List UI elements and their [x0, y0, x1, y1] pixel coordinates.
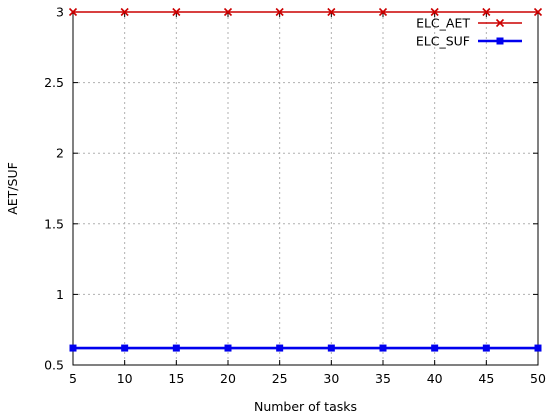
data-point [482, 344, 490, 352]
y-tick-label: 2.5 [44, 75, 64, 90]
data-point [121, 344, 129, 352]
x-axis-label: Number of tasks [254, 399, 357, 414]
data-point [223, 7, 233, 17]
legend-label: ELC_AET [416, 16, 470, 31]
data-point [533, 7, 543, 17]
y-tick-label: 1.5 [44, 216, 64, 231]
legend-item: ELC_SUF [416, 34, 522, 49]
marker-stroke [327, 7, 336, 17]
marker-stroke [120, 7, 129, 17]
data-point [378, 7, 388, 17]
y-tick-label: 0.5 [44, 358, 64, 373]
y-axis-label: AET/SUF [5, 162, 20, 215]
marker-stroke [172, 7, 181, 17]
legend: ELC_AET ELC_SUF [416, 16, 522, 49]
y-tick-label: 2 [56, 146, 64, 161]
axis-ticks: 5 10 15 20 25 30 35 40 45 50 0.5 1 1.5 2 2.5 3 [44, 5, 546, 387]
marker-stroke [495, 18, 505, 28]
data-point [69, 344, 77, 352]
data-point [224, 344, 232, 352]
series-group [68, 7, 543, 352]
series-elc-aet [68, 7, 543, 17]
legend-marker [495, 18, 505, 28]
y-tick-label: 3 [56, 5, 64, 20]
x-tick-label: 40 [427, 371, 443, 386]
y-tick-label: 1 [56, 287, 64, 302]
data-point [482, 7, 491, 17]
data-point [379, 344, 387, 352]
x-tick-label: 30 [323, 371, 339, 386]
marker-stroke [275, 7, 284, 17]
x-tick-label: 20 [220, 371, 236, 386]
data-point [327, 7, 336, 17]
marker-stroke [378, 7, 388, 17]
legend-marker [496, 37, 504, 45]
data-point [431, 344, 439, 352]
legend-item: ELC_AET [416, 16, 522, 31]
x-tick-label: 45 [478, 371, 494, 386]
plot-frame [72, 11, 539, 366]
x-tick-label: 35 [375, 371, 391, 386]
legend-label: ELC_SUF [416, 34, 470, 49]
data-point [430, 7, 439, 17]
data-point [68, 7, 78, 17]
x-tick-label: 15 [168, 371, 184, 386]
x-tick-label: 5 [69, 371, 77, 386]
marker-stroke [430, 7, 439, 17]
x-tick-label: 25 [272, 371, 288, 386]
data-point [534, 344, 542, 352]
data-point [120, 7, 129, 17]
data-point [276, 344, 284, 352]
x-tick-label: 10 [117, 371, 133, 386]
data-point [327, 344, 335, 352]
marker-stroke [68, 7, 78, 17]
marker-stroke [223, 7, 233, 17]
marker-stroke [482, 7, 491, 17]
data-point [172, 344, 180, 352]
data-point [172, 7, 181, 17]
marker-stroke [533, 7, 543, 17]
x-tick-label: 50 [530, 371, 546, 386]
grid-lines [73, 12, 538, 365]
series-elc-suf [69, 344, 542, 352]
data-point [275, 7, 284, 17]
